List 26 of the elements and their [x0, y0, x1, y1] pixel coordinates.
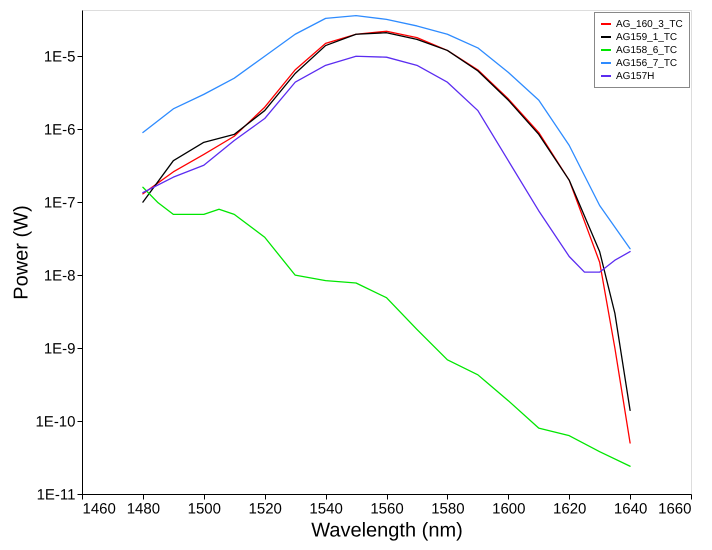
legend-label: AG_160_3_TC	[616, 19, 683, 30]
y-tick-label: 1E-10	[35, 414, 76, 431]
y-tick-label: 1E-6	[44, 122, 76, 139]
legend-label: AG158_6_TC	[616, 45, 678, 56]
legend-label: AG157H	[616, 71, 654, 82]
x-tick-label: 1560	[370, 500, 404, 518]
y-tick-label: 1E-7	[44, 194, 76, 212]
y-axis-title: Power (W)	[10, 205, 32, 300]
x-tick-label: 1620	[553, 500, 586, 518]
x-tick-label: 1500	[188, 500, 221, 518]
y-tick-label: 1E-8	[44, 268, 76, 285]
x-tick-label: 1600	[492, 500, 526, 518]
y-tick-label: 1E-11	[36, 486, 76, 504]
x-tick-label: 1480	[126, 500, 160, 518]
x-tick-label: 1640	[614, 500, 648, 518]
line-series	[142, 186, 631, 467]
x-axis-title: Wavelength (nm)	[311, 520, 463, 542]
x-tick-label: 1540	[309, 500, 343, 518]
legend-label: AG156_7_TC	[616, 58, 678, 69]
x-tick-label: 1660	[658, 500, 692, 518]
legend-label: AG159_1_TC	[616, 32, 678, 43]
x-tick-label: 1520	[248, 500, 282, 518]
x-tick-label: 1460	[82, 500, 116, 518]
y-tick-label: 1E-9	[44, 340, 76, 358]
y-tick-label: 1E-5	[44, 48, 76, 66]
x-tick-label: 1580	[431, 500, 465, 518]
